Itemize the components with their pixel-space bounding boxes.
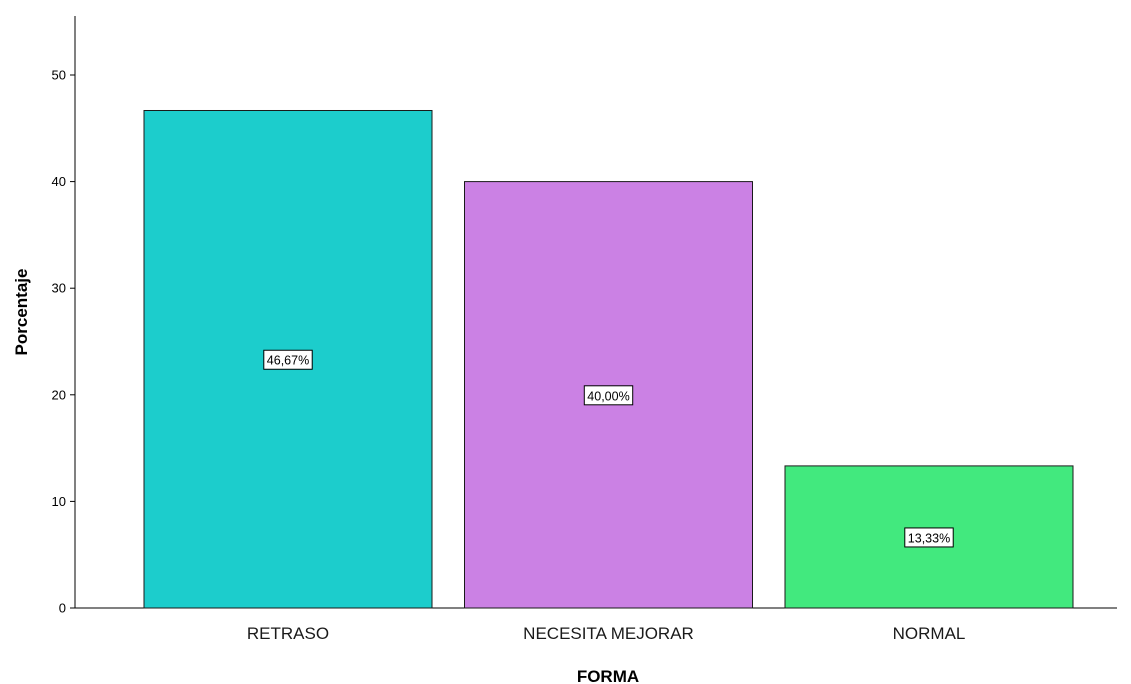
- data-label: 46,67%: [263, 349, 313, 370]
- y-ticks: 0 10 20 30 40 50: [52, 68, 75, 616]
- y-axis-title: Porcentaje: [12, 269, 31, 356]
- y-tick-label: 30: [52, 281, 66, 296]
- data-label-box: [904, 527, 954, 548]
- data-label-text: 13,33%: [908, 531, 950, 545]
- data-labels: 46,67% 40,00% 13,33%: [263, 349, 954, 548]
- data-label-box: [263, 349, 313, 370]
- data-label-text: 40,00%: [587, 389, 629, 403]
- x-category-label: RETRASO: [247, 624, 329, 643]
- x-axis-title: FORMA: [577, 667, 639, 684]
- y-tick-label: 0: [59, 601, 66, 616]
- data-label-box: [583, 385, 634, 406]
- data-label: 40,00%: [583, 385, 634, 406]
- x-category-label: NECESITA MEJORAR: [523, 624, 694, 643]
- x-category-labels: RETRASO NECESITA MEJORAR NORMAL: [247, 624, 965, 643]
- x-category-label: NORMAL: [893, 624, 966, 643]
- data-label-text: 46,67%: [267, 354, 309, 368]
- y-tick-label: 10: [52, 494, 66, 509]
- y-tick-label: 50: [52, 68, 66, 83]
- data-label: 13,33%: [904, 527, 954, 548]
- y-tick-label: 20: [52, 387, 66, 402]
- y-tick-label: 40: [52, 174, 66, 189]
